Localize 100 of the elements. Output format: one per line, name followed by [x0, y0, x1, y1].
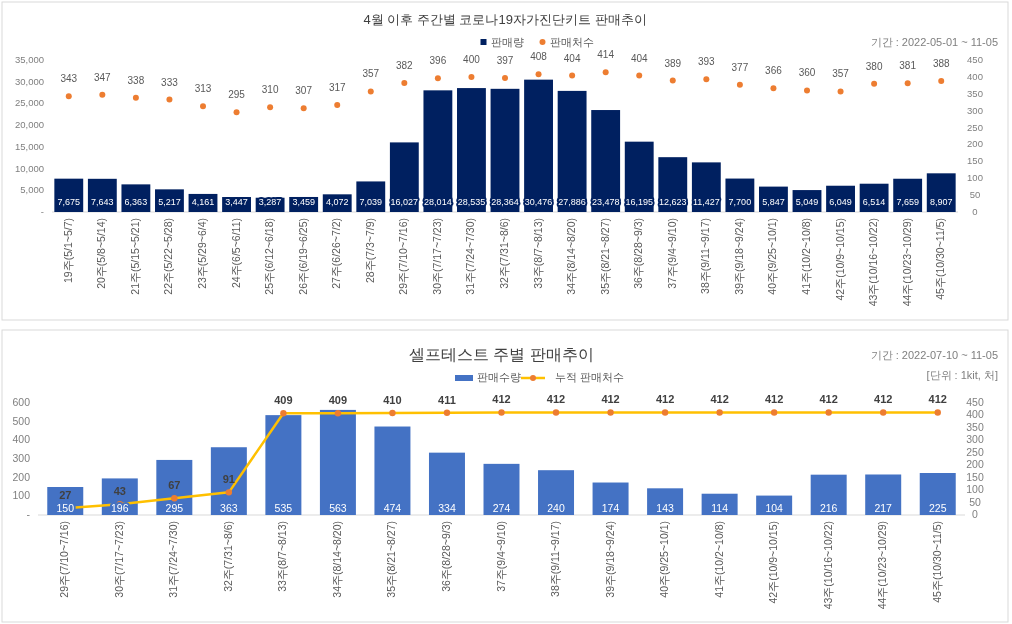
data-label: 408 [530, 51, 548, 63]
data-label: 409 [274, 394, 293, 407]
chart-title: 셀프테스트 주별 판매추이 [409, 346, 594, 363]
data-label: 313 [194, 83, 212, 95]
point [636, 72, 643, 79]
bar [457, 88, 486, 212]
legend-label: 판매량 [490, 36, 524, 48]
x-tick-label: 22주(5/22~5/28) [162, 218, 175, 295]
data-label: 338 [127, 74, 145, 86]
data-label: 67 [168, 479, 181, 492]
data-label: 7,659 [896, 197, 919, 207]
data-label: 7,700 [728, 197, 752, 207]
bar [557, 90, 587, 212]
data-label: 412 [655, 393, 675, 406]
x-tick-label: 39주(9/18~9/24) [732, 218, 745, 295]
point [65, 93, 72, 100]
point [401, 79, 408, 86]
x-tick-label: 37주(9/4~9/10) [494, 521, 507, 592]
data-label: 412 [492, 393, 511, 406]
x-tick-label: 37주(9/4~9/10) [665, 218, 678, 289]
point [669, 77, 676, 84]
data-label: 217 [874, 502, 893, 514]
data-label: 535 [274, 502, 293, 514]
data-label: 389 [664, 57, 682, 69]
x-tick-label: 44주(10/23~10/29) [900, 218, 913, 307]
data-label: 6,049 [829, 197, 852, 207]
y-tick-label: - [26, 508, 31, 520]
text: 기간 : 2022-07-10 ~ 11-05 [870, 349, 998, 361]
data-label: 382 [395, 59, 414, 71]
y-tick-label: 25,000 [14, 97, 44, 109]
x-tick-label: 40주(9/25~10/1) [766, 218, 779, 295]
y2-tick-label: 50 [969, 189, 981, 201]
data-label: 295 [228, 89, 246, 101]
y2-tick-label: 450 [967, 54, 983, 65]
y2-tick-label: 150 [966, 470, 984, 483]
x-tick-label: 43주(10/16~10/22) [821, 521, 834, 610]
x-tick-label: 33주(8/7~8/13) [531, 218, 544, 289]
point [770, 85, 777, 92]
y2-tick-label: 100 [967, 172, 983, 184]
y-tick-label: 600 [12, 396, 31, 408]
x-tick-label: 29주(7/10~7/16) [58, 521, 71, 598]
y2-tick-label: 400 [966, 408, 984, 421]
data-label: 3,447 [225, 197, 248, 207]
data-label: 28,535 [457, 197, 486, 207]
chart-title: 4월 이후 주간별 코로나19자가진단키트 판매추이 [363, 12, 647, 27]
x-tick-label: 31주(7/24~7/30) [464, 218, 477, 295]
y-tick-label: 500 [12, 414, 31, 427]
point [267, 104, 274, 111]
data-label: 400 [463, 53, 481, 65]
x-tick-label: 44주(10/23~10/29) [876, 521, 889, 610]
point [535, 71, 542, 78]
data-label: 357 [362, 68, 380, 80]
data-label: 28,364 [491, 197, 519, 207]
text: 기간 : 2022-05-01 ~ 11-05 [870, 36, 998, 48]
data-label: 7,643 [91, 197, 114, 207]
data-label: 30,476 [524, 197, 553, 207]
text: [단위 : 1kit, 처] [926, 369, 998, 381]
data-label: 317 [328, 81, 346, 93]
bar [319, 409, 356, 515]
data-label: 4,072 [325, 197, 349, 207]
x-tick-label: 27주(6/26~7/2) [330, 218, 343, 289]
data-label: 7,675 [57, 197, 81, 207]
point [200, 103, 206, 110]
x-tick-label: 39주(9/18~9/24) [603, 521, 616, 598]
y-tick-label: 35,000 [14, 54, 44, 65]
x-tick-label: 28주(7/3~7/9) [363, 218, 376, 283]
y2-tick-label: 0 [972, 206, 978, 217]
x-tick-label: 24주(6/5~6/11) [229, 218, 242, 289]
y-tick-label: 15,000 [14, 140, 44, 152]
x-tick-label: 23주(5/29~6/4) [196, 218, 208, 289]
data-label: 114 [711, 502, 729, 514]
y-tick-label: 10,000 [14, 162, 44, 174]
point [938, 77, 945, 84]
data-label: 143 [656, 502, 674, 514]
data-label: 343 [60, 73, 78, 85]
point [434, 75, 441, 82]
data-label: 410 [383, 393, 402, 406]
point [837, 88, 844, 95]
point [99, 91, 106, 98]
y2-tick-label: 200 [967, 138, 983, 150]
point [300, 105, 307, 112]
data-label: 5,847 [762, 197, 785, 207]
data-label: 23,478 [591, 197, 620, 207]
y2-tick-label: 350 [966, 420, 984, 433]
data-label: 12,623 [659, 197, 687, 207]
data-label: 333 [161, 76, 179, 88]
data-label: 16,027 [390, 197, 419, 207]
x-tick-label: 42주(10/9~10/15) [767, 521, 780, 604]
x-tick-label: 38주(9/11~9/17) [549, 521, 562, 597]
point [569, 72, 576, 79]
x-tick-label: 34주(8/14~8/20) [330, 521, 343, 598]
y2-tick-label: 0 [972, 508, 979, 520]
data-label: 347 [93, 71, 112, 83]
bar [265, 415, 302, 515]
point [233, 109, 240, 116]
data-label: 404 [563, 52, 581, 64]
point [703, 76, 710, 83]
x-tick-label: 30주(7/17~7/23) [112, 521, 125, 598]
data-label: 396 [429, 55, 447, 67]
data-label: 412 [819, 393, 838, 406]
